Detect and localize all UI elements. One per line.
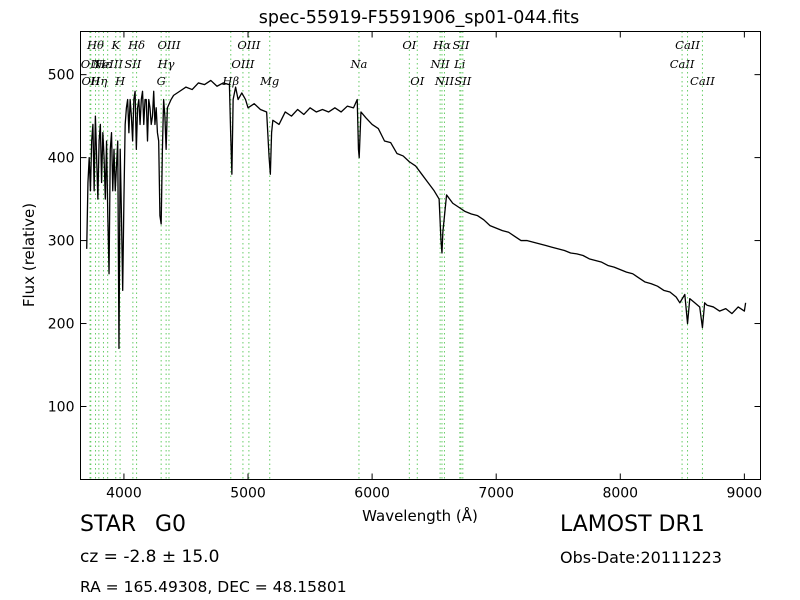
line-marker-label-13: Hβ	[221, 74, 239, 88]
line-marker-label-28: CaII	[690, 74, 715, 88]
x-tick-label-4: 8000	[602, 486, 638, 502]
x-tick-label-0: 4000	[106, 486, 142, 502]
y-tick-label-1: 200	[48, 317, 75, 333]
line-marker-label-20: NII	[430, 57, 451, 71]
line-marker-label-8: SII	[124, 57, 141, 71]
line-marker-label-18: OI	[402, 38, 416, 52]
x-tick-label-2: 6000	[354, 486, 390, 502]
y-tick-label-0: 100	[48, 399, 75, 415]
line-marker-label-11: Hγ	[157, 57, 175, 71]
line-marker-label-25: SII	[454, 74, 471, 88]
x-tick-label-1: 5000	[230, 486, 266, 502]
ra-dec-coordinates: RA = 165.49308, DEC = 48.15801	[80, 578, 347, 596]
spectrum-series	[86, 79, 747, 350]
line-marker-label-7: H	[114, 74, 126, 88]
line-marker-label-16: Mg	[259, 74, 279, 88]
line-marker-label-5: NeIII	[91, 57, 123, 71]
y-axis-ticks: 100 200 300 400 500	[48, 68, 761, 415]
line-marker-label-3: Hη	[89, 74, 107, 88]
line-marker-label-22: NII	[434, 74, 455, 88]
line-marker-label-10: G	[157, 74, 166, 88]
plot-frame	[80, 31, 761, 480]
line-marker-label-15: OIII	[237, 38, 261, 52]
x-axis-ticks: 4000 5000 6000 7000 8000 9000	[106, 31, 763, 502]
y-tick-label-2: 300	[48, 234, 75, 250]
x-axis-label: Wavelength (Å)	[362, 506, 478, 525]
x-tick-label-3: 7000	[478, 486, 514, 502]
line-marker-label-2: Hθ	[86, 38, 104, 52]
line-marker-label-6: K	[110, 38, 121, 52]
line-marker-label-9: Hδ	[127, 38, 145, 52]
object-class: STAR	[80, 512, 137, 537]
object-subclass: G0	[155, 512, 187, 537]
line-marker-label-23: Li	[453, 57, 466, 71]
chart-title: spec-55919-F5591906_sp01-044.fits	[259, 8, 579, 28]
line-marker-label-24: SII	[452, 38, 469, 52]
x-tick-label-5: 9000	[727, 486, 763, 502]
y-tick-label-3: 400	[48, 151, 75, 167]
y-axis-label: Flux (relative)	[20, 203, 38, 307]
survey-name: LAMOST DR1	[560, 512, 705, 537]
observation-date: Obs-Date:20111223	[560, 548, 722, 567]
line-marker-label-26: CaII	[670, 57, 695, 71]
line-marker-label-21: Hα	[432, 38, 451, 52]
spectrum-line-0	[86, 79, 747, 350]
line-marker-label-17: Na	[349, 57, 367, 71]
line-marker-label-12: OIII	[157, 38, 181, 52]
line-marker-label-19: OI	[410, 74, 424, 88]
spectral-line-markers: OIIOIIHθHηHεNeIIIKHSIIHδGHγOIIIHβOIIIOII…	[81, 31, 715, 480]
line-marker-label-27: CaII	[675, 38, 700, 52]
redshift-cz: cz = -2.8 ± 15.0	[80, 547, 220, 567]
y-tick-label-4: 500	[48, 68, 75, 84]
line-marker-label-14: OIII	[231, 57, 255, 71]
